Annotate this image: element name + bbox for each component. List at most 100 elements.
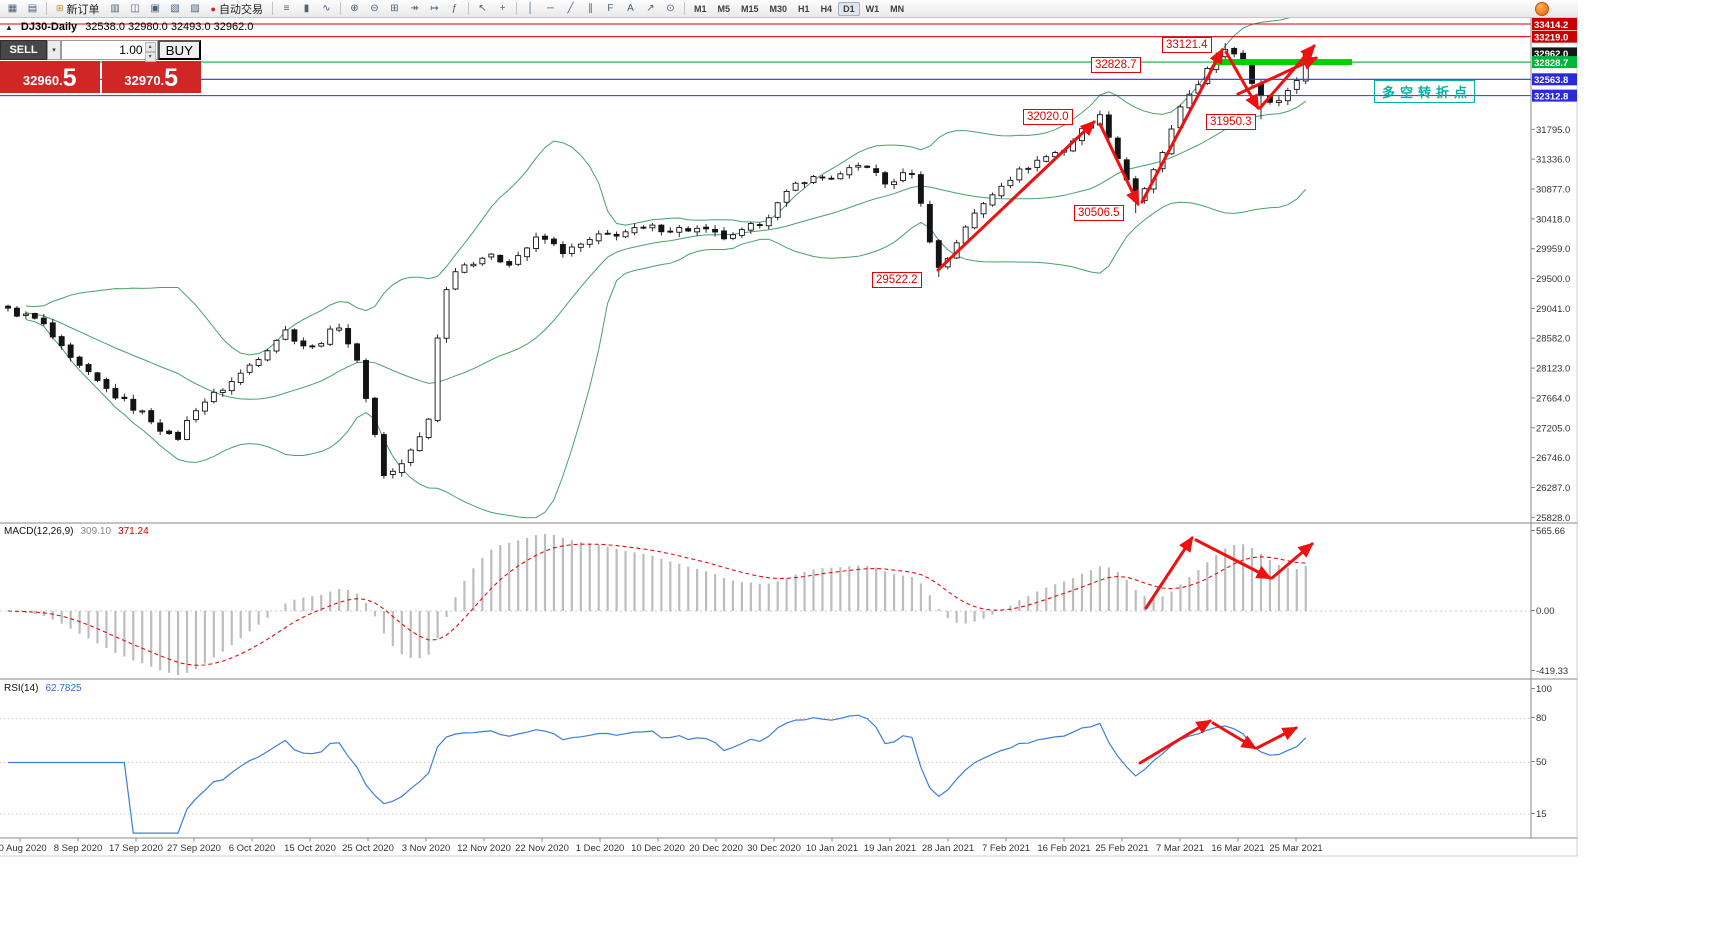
- new-order-button[interactable]: ⊞ 新订单: [51, 1, 105, 16]
- chart-profiles-icon[interactable]: ▤: [27, 3, 38, 14]
- buy-button[interactable]: BUY: [157, 40, 201, 60]
- timeframe-w1-button[interactable]: W1: [865, 3, 880, 14]
- fibonacci-icon[interactable]: F: [607, 3, 614, 14]
- support-zone-segment[interactable]: [1213, 59, 1352, 66]
- candle-body: [1025, 167, 1032, 170]
- order-type-dropdown[interactable]: ▾: [47, 40, 61, 60]
- price-tag: [1532, 56, 1577, 69]
- timeframe-mn-button[interactable]: MN: [890, 3, 905, 14]
- arrow-object-icon[interactable]: ↗: [646, 3, 655, 14]
- candle-body: [873, 168, 880, 173]
- candle-body: [542, 235, 548, 240]
- candle-body: [783, 190, 790, 203]
- trend-arrow[interactable]: [1224, 50, 1260, 111]
- cursor-icon[interactable]: ↖: [478, 3, 487, 14]
- equidistant-channel-icon[interactable]: ∥: [587, 3, 593, 14]
- trend-arrow[interactable]: [1138, 719, 1213, 765]
- turning-point-note[interactable]: 多空转折点: [1374, 80, 1476, 103]
- timeframe-h1-button[interactable]: H1: [798, 3, 810, 14]
- timeframe-m5-button[interactable]: M5: [717, 3, 731, 14]
- horizontal-line-icon[interactable]: ─: [546, 3, 555, 14]
- timeframe-h4-button[interactable]: H4: [820, 3, 833, 14]
- cycle-lines-icon[interactable]: ⊙: [666, 3, 675, 14]
- candle-body: [67, 344, 74, 358]
- trend-arrow[interactable]: [1144, 535, 1194, 610]
- candle-body: [864, 165, 871, 168]
- rsi-axis-label: 15: [1536, 809, 1547, 820]
- price-callout[interactable]: 30506.5: [1074, 205, 1124, 221]
- y-axis-label: 29959.0: [1536, 244, 1570, 255]
- trend-arrow[interactable]: [1270, 542, 1314, 580]
- y-axis-label: 26746.0: [1536, 453, 1570, 464]
- y-axis-label: 31795.0: [1536, 125, 1570, 136]
- bar-chart-mode-icon[interactable]: ≡: [283, 3, 290, 14]
- candle-body: [756, 224, 763, 226]
- indicators-icon[interactable]: ƒ: [451, 3, 458, 14]
- trend-arrow[interactable]: [1098, 122, 1140, 207]
- new-chart-icon[interactable]: ▦: [7, 3, 18, 14]
- buy-price[interactable]: 32970. 5: [101, 61, 201, 93]
- price-callout[interactable]: 31950.3: [1206, 114, 1256, 130]
- timeframe-m30-button[interactable]: M30: [769, 3, 788, 14]
- navigator-icon[interactable]: ▣: [150, 3, 160, 14]
- chart-canvas: 31795.0 31336.0 30877.0 30418.0 29959.0 29500…: [0, 18, 1578, 857]
- volume-down-button[interactable]: ▾: [144, 52, 156, 62]
- x-axis-label: 27 Sep 2020: [167, 843, 221, 854]
- rsi-line: [8, 714, 1307, 834]
- candle-body: [31, 313, 38, 319]
- price-callout[interactable]: 32020.0: [1023, 109, 1073, 125]
- notification-badge-icon[interactable]: [1535, 1, 1549, 16]
- trend-arrow[interactable]: [1194, 538, 1273, 580]
- x-axis-label: 25 Mar 2021: [1269, 843, 1322, 854]
- x-axis-label: 19 Jan 2021: [864, 843, 916, 854]
- price-callout[interactable]: 32828.7: [1091, 57, 1141, 73]
- zoom-out-icon[interactable]: ⊖: [370, 3, 379, 14]
- candle-body: [1293, 80, 1300, 90]
- trend-arrow[interactable]: [1258, 44, 1316, 110]
- sell-button[interactable]: SELL: [0, 40, 47, 60]
- tile-windows-icon[interactable]: ⊞: [390, 3, 399, 14]
- timeframe-d1-button[interactable]: D1: [838, 1, 860, 16]
- bollinger-upper-band: [25, 18, 1291, 356]
- trend-arrow[interactable]: [1236, 56, 1319, 96]
- candle-body: [452, 271, 459, 290]
- sell-price[interactable]: 32960. 5: [0, 61, 100, 93]
- candle-body: [1105, 114, 1112, 138]
- trend-arrow[interactable]: [936, 120, 1096, 272]
- volume-stepper: ▴ ▾: [144, 42, 156, 62]
- strategy-tester-icon[interactable]: ▨: [190, 3, 200, 14]
- price-callout[interactable]: 33121.4: [1162, 37, 1212, 53]
- terminal-icon[interactable]: ▧: [170, 3, 180, 14]
- line-chart-mode-icon[interactable]: ∿: [322, 3, 331, 14]
- text-label-icon[interactable]: A: [627, 3, 634, 14]
- timeframe-m15-button[interactable]: M15: [741, 3, 759, 14]
- candle-body: [470, 263, 477, 267]
- trend-arrow[interactable]: [1140, 47, 1224, 204]
- timeframe-m1-button[interactable]: M1: [693, 3, 707, 14]
- trend-arrow[interactable]: [1211, 721, 1258, 750]
- candle-body: [980, 203, 987, 215]
- volume-up-button[interactable]: ▴: [144, 42, 156, 52]
- volume-field[interactable]: 1.00 ▴ ▾: [61, 40, 158, 62]
- macd-indicator-label: MACD(12,26,9) 309.10 371.24: [4, 526, 149, 537]
- candlestick-mode-icon[interactable]: ▮: [303, 3, 310, 14]
- trendline-icon[interactable]: ╱: [567, 3, 574, 14]
- macd-axis-label: 565.66: [1536, 526, 1565, 537]
- sell-price-main: 32960.: [22, 73, 63, 88]
- price-tag-label: 32312.8: [1534, 91, 1568, 102]
- autotrading-button[interactable]: ● 自动交易: [206, 1, 268, 16]
- trend-arrow[interactable]: [1255, 726, 1299, 750]
- candle-body: [568, 246, 575, 254]
- annotation-arrows: [936, 44, 1319, 765]
- zoom-in-icon[interactable]: ⊕: [350, 3, 359, 14]
- candle-body: [85, 364, 92, 373]
- crosshair-icon[interactable]: +: [499, 3, 506, 14]
- rsi-value: 62.7825: [45, 683, 82, 694]
- data-window-icon[interactable]: ◫: [130, 3, 140, 14]
- chart-shift-icon[interactable]: ↦: [430, 3, 439, 14]
- price-callout[interactable]: 29522.2: [872, 272, 922, 288]
- candle-body: [631, 227, 638, 234]
- auto-scroll-icon[interactable]: ↠: [410, 3, 419, 14]
- vertical-line-icon[interactable]: │: [527, 3, 534, 14]
- market-watch-icon[interactable]: ▥: [110, 3, 120, 14]
